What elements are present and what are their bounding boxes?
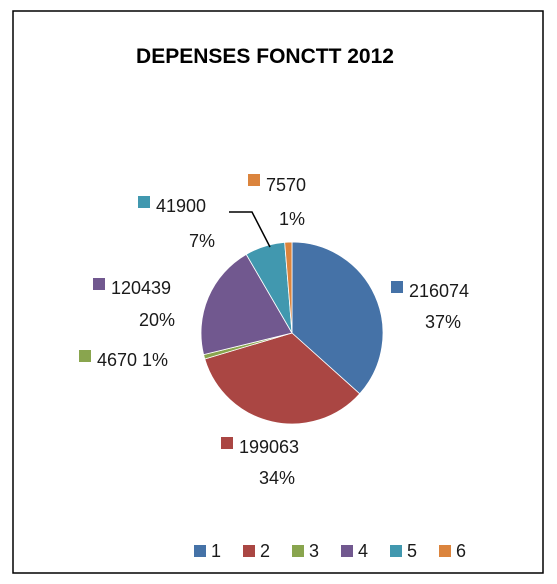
- pie-slices: [200, 241, 384, 425]
- data-label-percent-5: 7%: [189, 231, 215, 251]
- data-label-key-6: [248, 174, 260, 186]
- legend-label-1: 1: [211, 541, 221, 561]
- data-label-key-1: [391, 281, 403, 293]
- data-label-key-5: [138, 196, 150, 208]
- legend-label-5: 5: [407, 541, 417, 561]
- pie-slice-1: [291, 241, 384, 395]
- chart-title: DEPENSES FONCTT 2012: [136, 45, 394, 68]
- data-label-key-3: [79, 350, 91, 362]
- data-label-percent-2: 34%: [259, 468, 295, 488]
- legend-key-5: [390, 545, 402, 557]
- data-label-key-2: [221, 437, 233, 449]
- legend-label-6: 6: [456, 541, 466, 561]
- data-labels: 216074 37% 199063 34% 4670 1% 120439 20% 41900 7…: [79, 174, 469, 488]
- pie-slice-6: [284, 241, 293, 334]
- legend-label-2: 2: [260, 541, 270, 561]
- data-label-percent-6: 1%: [279, 209, 305, 229]
- data-label-value-6: 7570: [266, 175, 306, 195]
- pie-slice-2: [204, 332, 361, 425]
- leader-lines: [229, 211, 271, 248]
- data-label-value-5: 41900: [156, 196, 206, 216]
- data-label-3: 4670 1%: [97, 350, 168, 370]
- leader-line-5: [229, 211, 271, 248]
- pie-slice-4: [200, 253, 293, 356]
- legend-key-6: [439, 545, 451, 557]
- data-label-key-4: [93, 278, 105, 290]
- data-label-value-2: 199063: [239, 437, 299, 457]
- legend-label-4: 4: [358, 541, 368, 561]
- legend-label-3: 3: [309, 541, 319, 561]
- legend-key-1: [194, 545, 206, 557]
- legend-key-2: [243, 545, 255, 557]
- data-label-value-4: 120439: [111, 278, 171, 298]
- legend-key-3: [292, 545, 304, 557]
- data-label-value-1: 216074: [409, 281, 469, 301]
- data-label-percent-1: 37%: [425, 312, 461, 332]
- legend: 1 2 3 4 5 6: [194, 541, 466, 561]
- data-label-percent-4: 20%: [139, 310, 175, 330]
- legend-key-4: [341, 545, 353, 557]
